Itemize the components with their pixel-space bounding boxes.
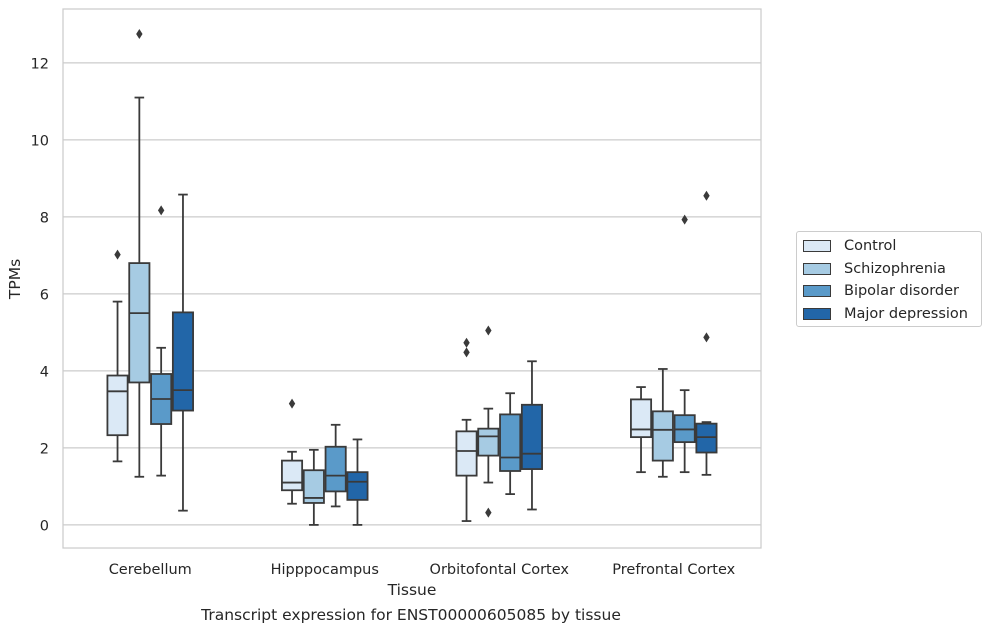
x-tick-label: Cerebellum (109, 562, 192, 578)
legend-item-schizophrenia: Schizophrenia (803, 258, 981, 281)
box (455, 430, 478, 477)
outlier-point (485, 507, 492, 518)
legend-label-bipolar-disorder: Bipolar disorder (844, 283, 959, 300)
x-axis-label: Tissue (387, 581, 437, 599)
legend-swatch-bipolar-disorder (803, 285, 831, 298)
legend-item-bipolar-disorder: Bipolar disorder (803, 280, 981, 303)
box (324, 445, 347, 493)
y-tick-label: 4 (40, 364, 49, 380)
plot-frame (62, 8, 762, 549)
legend-swatch-major-depression (803, 308, 831, 321)
box (171, 311, 194, 412)
legend: Control Schizophrenia Bipolar disorder M… (796, 231, 982, 327)
y-tick-label: 2 (40, 441, 49, 457)
series-bipolar-disorder (150, 205, 696, 508)
y-axis-label: TPMs (6, 259, 24, 300)
outlier-point (463, 337, 470, 348)
box (281, 459, 304, 492)
outlier-point (288, 398, 296, 409)
outlier-point (681, 214, 688, 225)
outlier-point (136, 29, 143, 40)
y-tick-label: 8 (40, 210, 49, 226)
y-tick-label: 0 (40, 518, 49, 534)
legend-item-major-depression: Major depression (803, 303, 981, 326)
box (695, 422, 718, 454)
outlier-point (114, 249, 121, 260)
chart-caption: Transcript expression for ENST0000060508… (201, 606, 621, 624)
outlier-point (485, 325, 492, 336)
legend-item-control: Control (803, 235, 981, 258)
box (128, 262, 151, 384)
outlier-point (703, 332, 710, 343)
legend-label-schizophrenia: Schizophrenia (844, 260, 946, 277)
box (520, 403, 543, 470)
box (106, 374, 129, 437)
x-tick-label: Hipppocampus (271, 562, 379, 578)
box-series (106, 29, 718, 526)
outlier-point (703, 190, 710, 201)
box (302, 469, 325, 504)
series-major-depression (171, 190, 718, 526)
series-control (106, 249, 653, 522)
box (651, 410, 674, 462)
outlier-point (157, 205, 165, 216)
box (499, 413, 522, 472)
outlier-point (463, 347, 470, 358)
box (346, 471, 369, 501)
x-tick-labels: Cerebellum Hipppocampus Orbitofontal Corte… (109, 562, 736, 578)
legend-swatch-control (803, 240, 831, 253)
y-tick-label: 12 (31, 56, 49, 72)
legend-label-control: Control (844, 238, 897, 255)
legend-label-major-depression: Major depression (844, 306, 968, 323)
y-tick-label: 6 (40, 287, 49, 303)
y-tick-labels: 0 2 4 6 8 10 12 (31, 56, 49, 534)
box (630, 398, 653, 439)
series-schizophrenia (128, 29, 674, 526)
box (477, 427, 500, 457)
x-tick-label: Orbitofontal Cortex (430, 562, 570, 578)
x-tick-label: Prefrontal Cortex (612, 562, 735, 578)
legend-swatch-schizophrenia (803, 262, 831, 275)
y-tick-label: 10 (31, 133, 49, 149)
